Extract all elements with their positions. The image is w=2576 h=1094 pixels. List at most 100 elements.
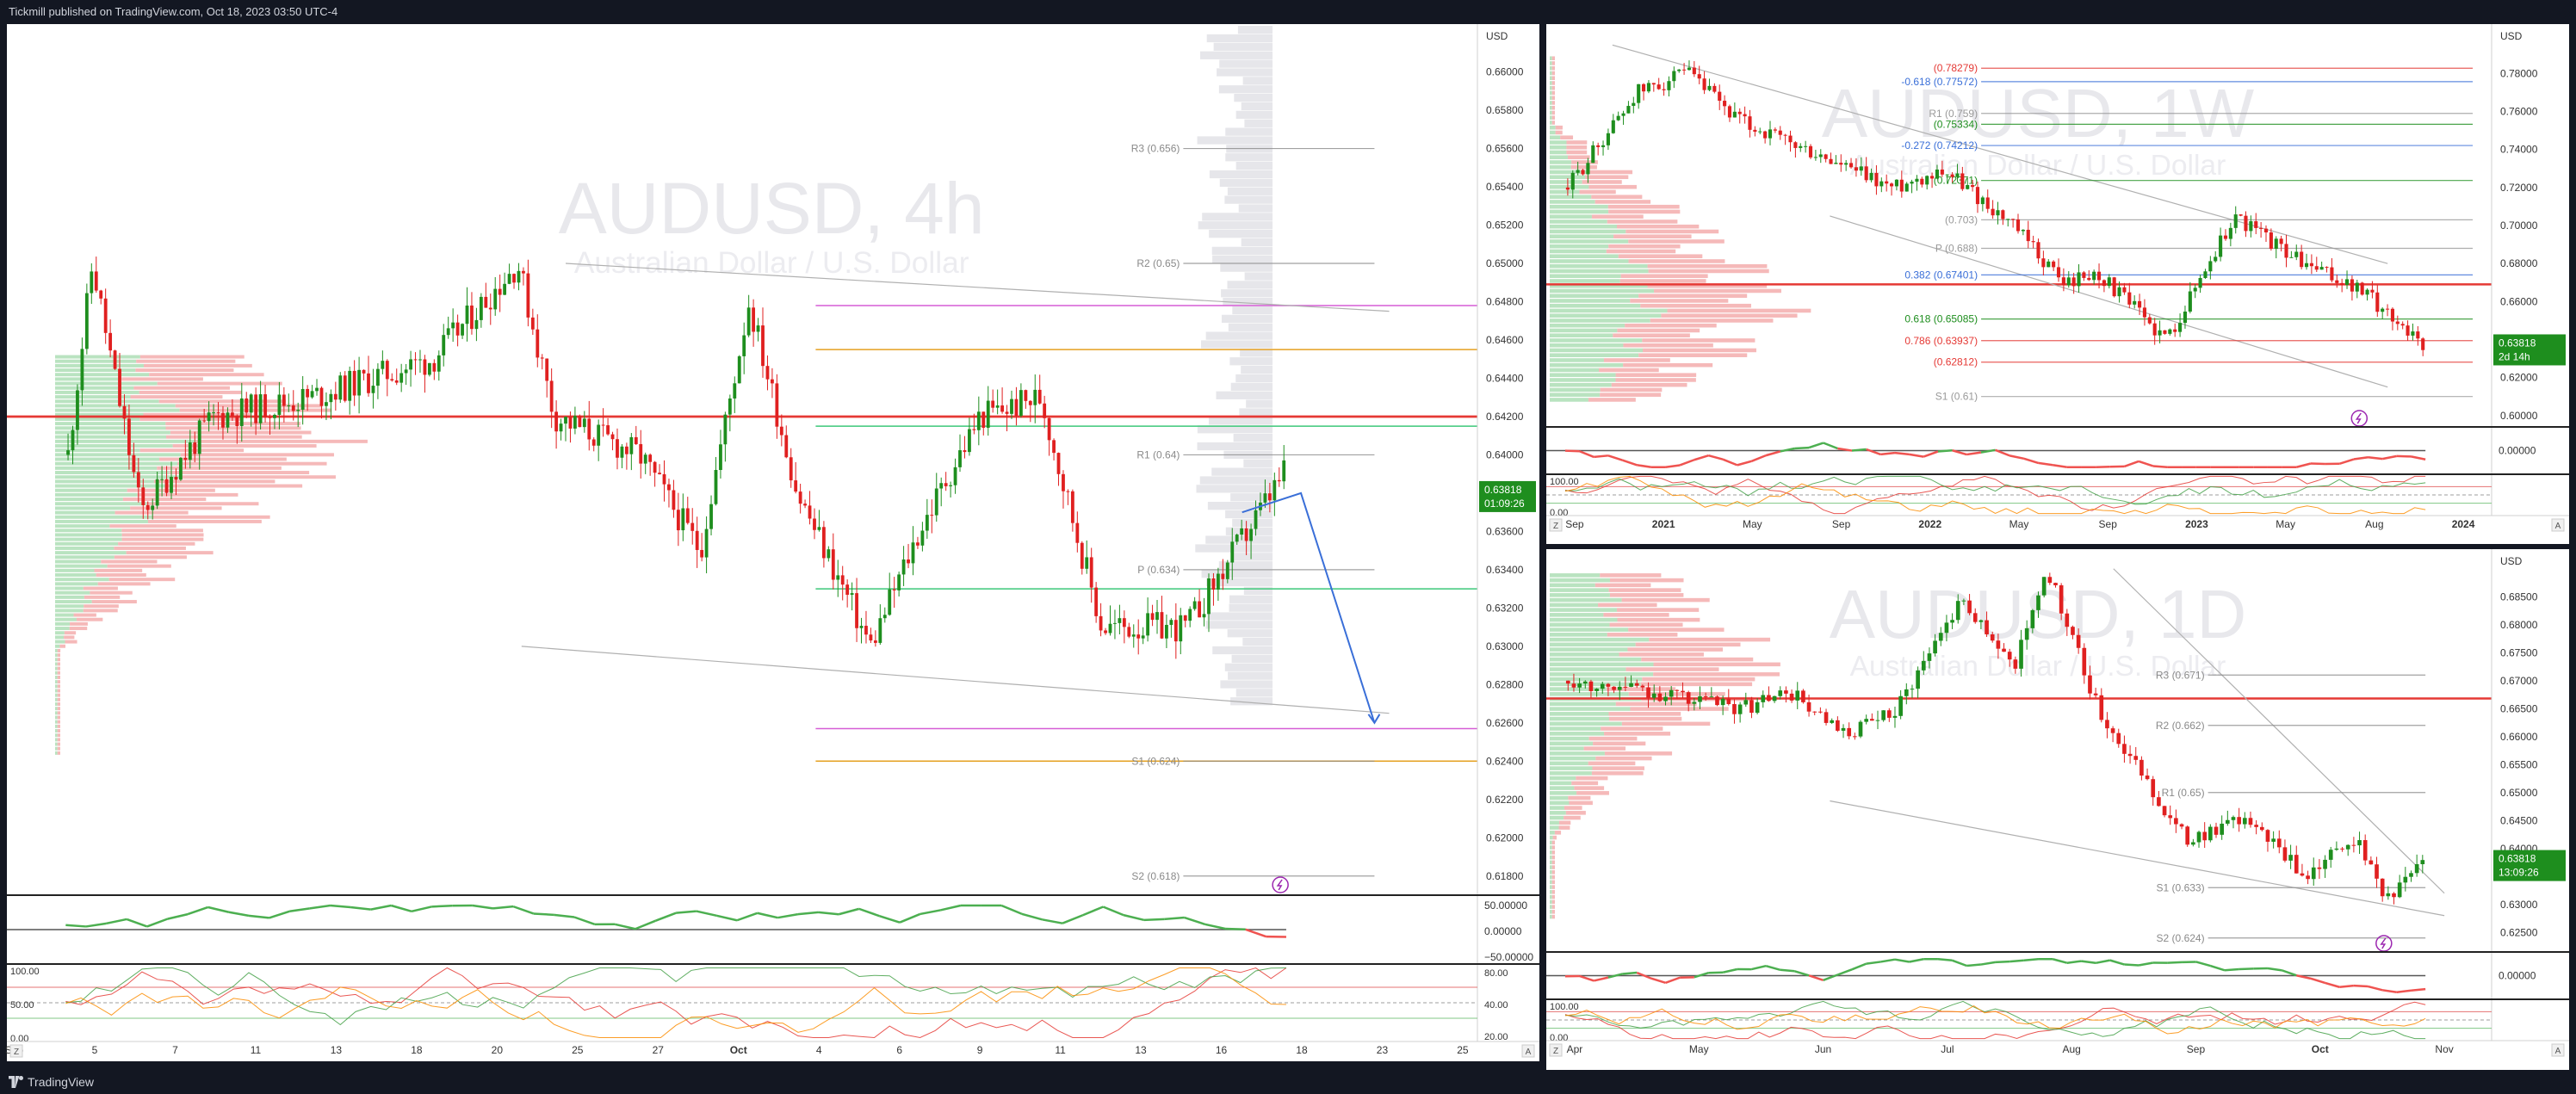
candle-body [507,274,511,284]
candle-body [2122,744,2127,754]
candle-body [2053,583,2058,586]
volume-profile-down [57,702,60,706]
candle-body [1726,698,1731,705]
candle-body [610,434,615,440]
volume-profile-up [1550,914,1552,919]
candle-body [1698,696,1702,702]
volume-profile-down [166,484,303,488]
candle-body [2105,720,2109,729]
candle-body [1141,635,1145,639]
candle-body [1991,208,1995,216]
momentum-line [1837,447,1853,452]
time-tick-label: 7 [172,1044,178,1056]
candle-body [1565,187,1570,190]
momentum-line [1836,968,1853,976]
candle-body [2351,844,2356,846]
session-volume-bar [1246,399,1273,408]
volume-profile-down [1608,244,1681,249]
candle-body [348,370,352,401]
momentum-line [1937,449,1953,453]
volume-profile-up [1550,786,1575,790]
candle-body [714,469,718,504]
candle-body [2110,728,2115,733]
pivot-level-label: R2 (0.65) [1136,257,1180,269]
candle-body [2036,242,2040,259]
candle-body [845,584,850,596]
trend-channel-line [566,263,1390,312]
momentum-line [899,912,921,924]
candle-body [737,355,741,384]
volume-profile-down [1649,637,1771,642]
candle-body [2196,831,2201,843]
volume-profile-down [1551,845,1555,850]
volume-profile-down [1630,299,1729,303]
volume-profile-up [55,461,177,466]
volume-profile-down [1604,732,1671,736]
volume-profile-up [1550,274,1621,278]
momentum-line [2066,960,2082,964]
candle-body [1686,692,1691,704]
momentum-line [2195,961,2211,967]
candle-body [878,618,882,643]
volume-profile-up [55,573,96,577]
volume-profile-down [1551,90,1555,96]
candle-body [1596,145,1601,147]
volume-profile-up [55,488,127,492]
momentum-line [1062,914,1084,924]
volume-profile-down [1623,343,1713,348]
volume-profile-up [1550,756,1596,761]
candle-body [1606,683,1611,687]
volume-profile-up [55,653,58,658]
candle-body [442,335,446,355]
candle-body [1014,399,1019,417]
volume-profile-down [1551,910,1555,914]
volume-profile-up [1550,239,1629,244]
price-tick-label: 0.64400 [1486,372,1524,384]
volume-profile-up [1550,899,1552,905]
time-tick-label: Apr [1567,1043,1583,1055]
volume-profile-up [1550,353,1639,357]
momentum-line [1579,974,1595,982]
candle-body [2395,321,2400,324]
momentum-line [1679,459,1695,467]
candle-body [2319,267,2324,270]
time-tick-label: Jul [1941,1043,1954,1055]
volume-profile-down [1551,121,1555,125]
candle-body [771,379,774,384]
momentum-line [391,904,412,912]
candle-body [2294,855,2299,874]
candle-body [1784,690,1788,694]
candle-body [2345,844,2350,850]
session-volume-bar [1225,153,1273,162]
candle-body [282,394,286,406]
session-volume-bar [1229,357,1273,366]
candle-body [498,288,502,295]
candle-body [2311,867,2316,880]
volume-profile-down [76,617,103,621]
volume-profile-up [55,746,58,751]
candle-body [99,290,103,299]
volume-profile-up [1550,741,1594,746]
candle-body [84,293,89,349]
candle-body [1043,403,1047,418]
candle-body [911,542,915,564]
momentum-line [228,911,250,918]
candle-body [1874,172,1879,187]
volume-profile-down [57,653,60,658]
volume-profile-down [165,422,301,426]
candle-body [1944,622,1949,634]
price-axis-bg [2492,24,2569,544]
volume-profile-up [55,439,196,443]
candle-body [1916,670,1920,689]
projection-arrowhead [1367,714,1381,725]
session-volume-bar [1220,680,1273,689]
candle-body [1915,178,1919,182]
candle-body [1037,389,1042,404]
publish-text: Tickmill published on TradingView.com, O… [9,5,338,18]
momentum-line [2353,455,2369,460]
momentum-line [1665,464,1681,468]
volume-profile-up [1550,348,1643,353]
momentum-line [1780,968,1795,973]
candle-body [1709,696,1714,698]
volume-profile-up [55,381,158,386]
